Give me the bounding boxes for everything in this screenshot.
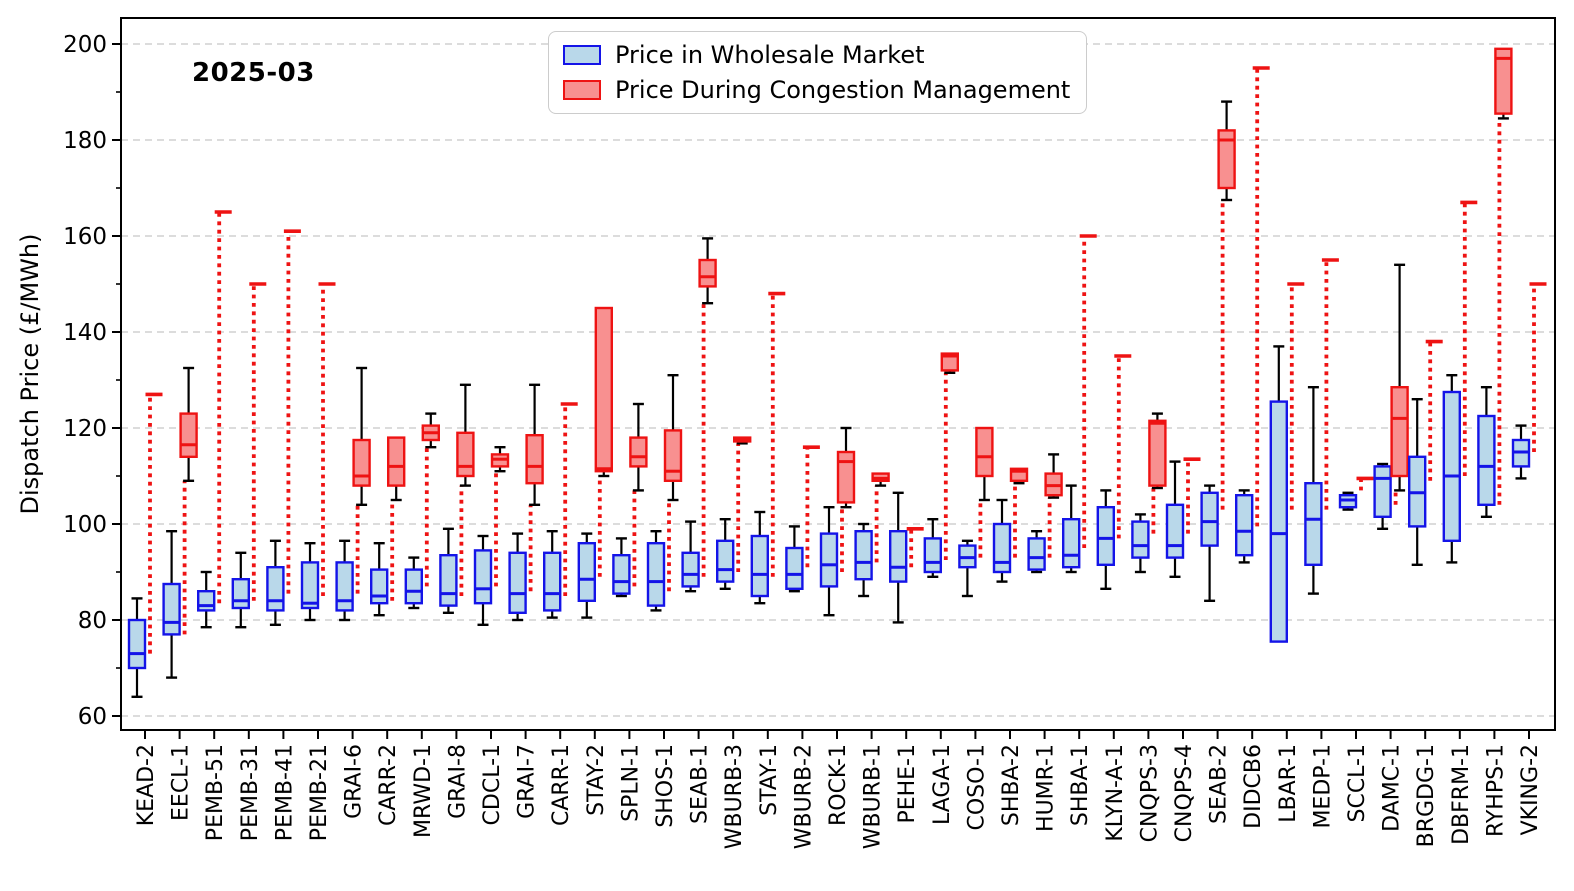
svg-text:PEMB-41: PEMB-41	[272, 744, 297, 841]
svg-text:140: 140	[63, 320, 107, 346]
legend-label-congestion: Price During Congestion Management	[615, 76, 1071, 104]
svg-text:GRAI-7: GRAI-7	[515, 744, 540, 819]
svg-text:100: 100	[63, 512, 107, 538]
svg-text:CARR-2: CARR-2	[376, 744, 401, 826]
svg-text:SHBA-2: SHBA-2	[999, 744, 1024, 826]
svg-text:PEMB-31: PEMB-31	[238, 744, 263, 841]
svg-text:COSO-1: COSO-1	[964, 744, 989, 831]
svg-text:ROCK-1: ROCK-1	[826, 744, 851, 826]
svg-text:DAMC-1: DAMC-1	[1380, 744, 1405, 832]
svg-text:SCCL-1: SCCL-1	[1345, 744, 1370, 823]
svg-text:CNQPS-3: CNQPS-3	[1137, 744, 1162, 842]
svg-text:80: 80	[78, 608, 107, 634]
svg-text:160: 160	[63, 224, 107, 250]
svg-text:SHBA-1: SHBA-1	[1068, 744, 1093, 826]
svg-text:SEAB-1: SEAB-1	[688, 744, 713, 824]
svg-text:SEAB-2: SEAB-2	[1207, 744, 1232, 824]
svg-text:DIDCB6: DIDCB6	[1241, 744, 1266, 829]
svg-text:SHOS-1: SHOS-1	[653, 744, 678, 828]
legend-label-wholesale: Price in Wholesale Market	[615, 41, 925, 69]
svg-text:LBAR-1: LBAR-1	[1276, 744, 1301, 823]
svg-text:HUMR-1: HUMR-1	[1034, 744, 1059, 832]
svg-text:200: 200	[63, 32, 107, 58]
svg-text:WBURB-3: WBURB-3	[722, 744, 747, 849]
legend: Price in Wholesale Market Price During C…	[548, 31, 1088, 114]
svg-text:EECL-1: EECL-1	[169, 744, 194, 821]
svg-text:VKING-2: VKING-2	[1518, 744, 1543, 835]
svg-text:GRAI-8: GRAI-8	[445, 744, 470, 819]
svg-text:MEDP-1: MEDP-1	[1310, 744, 1335, 829]
svg-text:KEAD-2: KEAD-2	[134, 744, 159, 826]
wholesale-swatch-icon	[563, 45, 601, 65]
svg-text:PEHE-1: PEHE-1	[895, 744, 920, 824]
svg-text:WBURB-1: WBURB-1	[861, 744, 886, 849]
svg-text:PEMB-51: PEMB-51	[203, 744, 228, 841]
svg-text:STAY-1: STAY-1	[757, 744, 782, 816]
svg-text:WBURB-2: WBURB-2	[791, 744, 816, 849]
svg-text:DBFRM-1: DBFRM-1	[1449, 744, 1474, 845]
svg-text:STAY-2: STAY-2	[584, 744, 609, 816]
svg-text:RYHPS-1: RYHPS-1	[1483, 744, 1508, 837]
chart-title: 2025-03	[192, 58, 315, 88]
congestion-swatch-icon	[563, 80, 601, 100]
svg-text:120: 120	[63, 416, 107, 442]
legend-item-wholesale: Price in Wholesale Market	[563, 41, 1070, 69]
svg-text:SPLN-1: SPLN-1	[618, 744, 643, 822]
svg-text:KLYN-A-1: KLYN-A-1	[1103, 744, 1128, 842]
svg-text:CNQPS-4: CNQPS-4	[1172, 744, 1197, 842]
svg-text:180: 180	[63, 128, 107, 154]
svg-text:BRGDG-1: BRGDG-1	[1414, 744, 1439, 847]
svg-text:PEMB-21: PEMB-21	[307, 744, 332, 841]
svg-text:GRAI-6: GRAI-6	[342, 744, 367, 819]
svg-text:CDCL-1: CDCL-1	[480, 744, 505, 825]
legend-item-congestion: Price During Congestion Management	[563, 76, 1070, 104]
svg-text:LAGA-1: LAGA-1	[930, 744, 955, 825]
y-axis-label: Dispatch Price (£/MWh)	[16, 233, 44, 515]
svg-text:60: 60	[78, 704, 107, 730]
svg-text:MRWD-1: MRWD-1	[411, 744, 436, 838]
svg-text:CARR-1: CARR-1	[549, 744, 574, 826]
